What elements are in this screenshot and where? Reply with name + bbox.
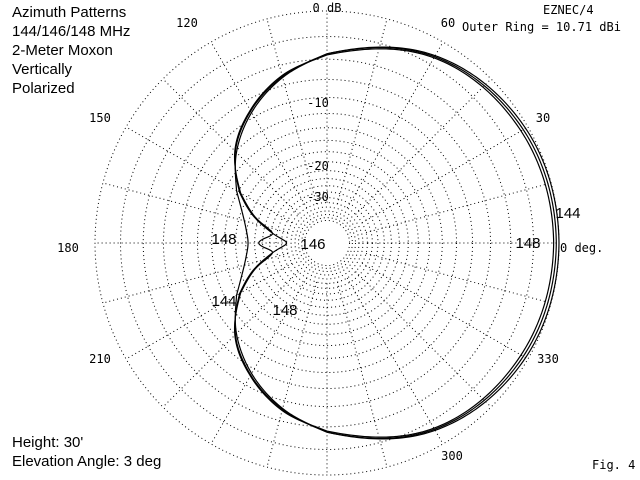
- grid-ring: [254, 170, 400, 316]
- chart-title-line: Polarized: [12, 80, 75, 97]
- angle-label: 60: [441, 16, 455, 30]
- grid-ring: [223, 139, 431, 347]
- curve-label-148: 148: [515, 235, 540, 252]
- grid-spoke: [355, 78, 492, 215]
- angle-label: 30: [536, 111, 550, 125]
- angle-label: 0 deg.: [560, 241, 603, 255]
- grid-ring: [120, 36, 534, 450]
- curve-label-144: 144: [555, 205, 580, 222]
- grid-spoke: [162, 78, 299, 215]
- grid-spoke: [365, 252, 552, 304]
- chart-title-line: 2-Meter Moxon: [12, 42, 113, 59]
- polar-grid: [94, 10, 560, 476]
- grid-spoke: [266, 18, 318, 205]
- grid-ring: [301, 217, 353, 269]
- angle-label: 300: [441, 449, 463, 463]
- elevation-text: Elevation Angle: 3 deg: [12, 453, 162, 470]
- angle-label: 120: [176, 16, 198, 30]
- grid-spoke: [346, 41, 444, 209]
- grid-ring: [94, 10, 560, 476]
- grid-ring: [262, 178, 392, 308]
- grid-spoke: [361, 126, 529, 224]
- grid-ring: [298, 214, 356, 272]
- antenna-info-block: Height: 30' Elevation Angle: 3 deg: [12, 433, 161, 471]
- series-148-line: [233, 48, 555, 438]
- curve-labels: 144 148 148 146 144 148: [211, 205, 580, 319]
- series-144-line: [234, 46, 560, 440]
- ring-labels: 0 dB -10 -20 -30: [307, 1, 341, 204]
- chart-title-line: Azimuth Patterns: [12, 4, 127, 21]
- grid-spoke: [361, 262, 529, 360]
- grid-spoke: [210, 41, 308, 209]
- series-146-line: [234, 47, 557, 439]
- grid-spoke: [355, 271, 492, 408]
- angle-label: 150: [89, 111, 111, 125]
- grid-spoke: [346, 277, 444, 445]
- pattern-series: [233, 46, 560, 440]
- curve-label-146: 146: [300, 236, 325, 253]
- ring-label: -20: [307, 159, 329, 173]
- grid-ring: [290, 206, 364, 280]
- angle-label: 210: [89, 352, 111, 366]
- grid-ring: [142, 58, 512, 428]
- angle-label: 180: [57, 241, 79, 255]
- height-text: Height: 30': [12, 434, 84, 451]
- grid-ring: [211, 127, 443, 359]
- ring-label: 0 dB: [313, 1, 342, 15]
- chart-title-line: Vertically: [12, 61, 73, 78]
- chart-title-block: Azimuth Patterns 144/146/148 MHz 2-Meter…: [12, 3, 130, 98]
- grid-spoke: [102, 252, 289, 304]
- grid-spoke: [162, 271, 299, 408]
- curve-label-144: 144: [211, 293, 236, 310]
- grid-ring: [294, 210, 360, 276]
- grid-spoke: [102, 182, 289, 234]
- grid-ring: [235, 151, 419, 335]
- curve-label-148: 148: [211, 231, 236, 248]
- grid-ring: [180, 96, 474, 390]
- grid-spoke: [125, 262, 293, 360]
- grid-ring: [196, 112, 458, 374]
- angle-labels: 0 deg. 30 60 120 150 180 210 300 330: [57, 16, 603, 463]
- grid-spoke: [365, 182, 552, 234]
- ring-label: -30: [307, 190, 329, 204]
- ring-label: -10: [307, 96, 329, 110]
- figure-label: Fig. 4: [592, 458, 636, 472]
- grid-ring: [275, 191, 379, 295]
- grid-spoke: [125, 126, 293, 224]
- angle-label: 330: [537, 352, 559, 366]
- grid-ring: [162, 78, 492, 408]
- chart-title-line: 144/146/148 MHz: [12, 23, 131, 40]
- program-name: EZNEC/4: [543, 3, 594, 17]
- grid-ring: [303, 219, 351, 267]
- curve-label-148: 148: [272, 302, 297, 319]
- outer-ring-text: Outer Ring = 10.71 dBi: [462, 20, 621, 34]
